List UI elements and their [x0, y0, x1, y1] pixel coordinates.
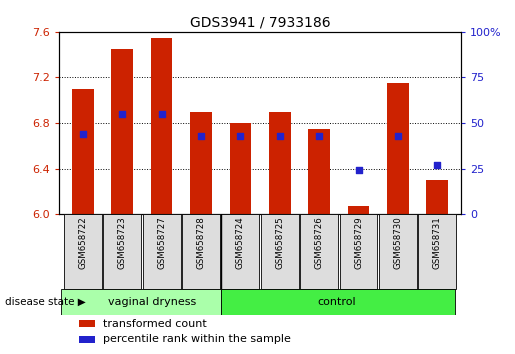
Point — [394, 133, 402, 139]
Text: GSM658730: GSM658730 — [393, 216, 402, 269]
Point — [236, 133, 245, 139]
FancyBboxPatch shape — [61, 289, 221, 315]
Bar — [111, 49, 133, 214]
Point — [79, 131, 87, 137]
Bar — [230, 123, 251, 214]
FancyBboxPatch shape — [261, 214, 299, 289]
Text: transformed count: transformed count — [104, 319, 207, 329]
Text: GSM658731: GSM658731 — [433, 216, 442, 269]
Text: GSM658726: GSM658726 — [315, 216, 323, 269]
Text: GSM658727: GSM658727 — [157, 216, 166, 269]
FancyBboxPatch shape — [64, 214, 102, 289]
Bar — [79, 320, 95, 327]
Point — [354, 167, 363, 173]
FancyBboxPatch shape — [143, 214, 181, 289]
FancyBboxPatch shape — [339, 214, 377, 289]
Text: disease state ▶: disease state ▶ — [5, 297, 86, 307]
Bar — [387, 83, 409, 214]
Bar — [348, 206, 369, 214]
FancyBboxPatch shape — [379, 214, 417, 289]
Point — [433, 162, 441, 168]
Bar — [151, 38, 173, 214]
Title: GDS3941 / 7933186: GDS3941 / 7933186 — [190, 15, 331, 29]
Text: vaginal dryness: vaginal dryness — [108, 297, 196, 307]
Bar — [308, 129, 330, 214]
FancyBboxPatch shape — [300, 214, 338, 289]
Bar — [190, 112, 212, 214]
Bar — [269, 112, 290, 214]
FancyBboxPatch shape — [104, 214, 141, 289]
Bar — [426, 180, 448, 214]
Bar — [79, 336, 95, 343]
FancyBboxPatch shape — [221, 214, 259, 289]
Text: control: control — [318, 297, 356, 307]
FancyBboxPatch shape — [221, 289, 455, 315]
Text: GSM658723: GSM658723 — [118, 216, 127, 269]
Text: GSM658728: GSM658728 — [197, 216, 205, 269]
Point — [118, 111, 126, 117]
Point — [197, 133, 205, 139]
Text: GSM658724: GSM658724 — [236, 216, 245, 269]
Point — [158, 111, 166, 117]
Text: GSM658729: GSM658729 — [354, 216, 363, 269]
Text: GSM658725: GSM658725 — [275, 216, 284, 269]
Text: GSM658722: GSM658722 — [78, 216, 88, 269]
Point — [315, 133, 323, 139]
Bar — [72, 89, 94, 214]
Point — [276, 133, 284, 139]
Text: percentile rank within the sample: percentile rank within the sample — [104, 335, 291, 344]
FancyBboxPatch shape — [418, 214, 456, 289]
FancyBboxPatch shape — [182, 214, 220, 289]
